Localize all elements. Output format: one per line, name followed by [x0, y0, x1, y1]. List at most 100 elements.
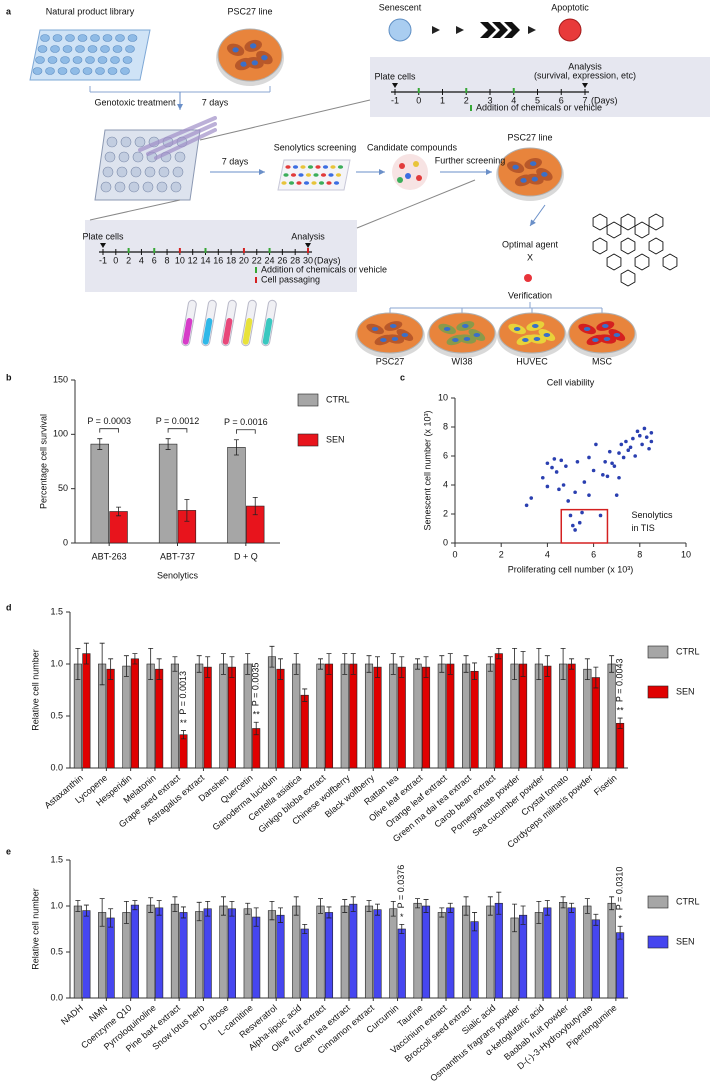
bar [616, 722, 625, 769]
well [134, 136, 146, 148]
error-bar [317, 658, 323, 670]
bar [292, 663, 301, 769]
bar [219, 905, 228, 999]
bar [195, 911, 204, 999]
compound-cloud [392, 154, 428, 190]
screen-dot [326, 181, 332, 185]
screen-dot [283, 173, 289, 177]
error-bar [390, 653, 396, 675]
point [614, 493, 619, 497]
error-bar [293, 653, 299, 675]
bar [203, 666, 212, 769]
error-bar [220, 896, 226, 916]
bar [300, 694, 309, 769]
bar [616, 932, 625, 999]
diagram-label: PSC27 line [227, 6, 272, 16]
point [568, 513, 573, 518]
significance: ** [253, 710, 261, 720]
bar [73, 905, 82, 999]
error-bar [326, 906, 332, 919]
timeline-tick-label: 18 [226, 255, 236, 265]
error-bar [205, 656, 211, 678]
bar [90, 443, 109, 544]
bar [349, 663, 358, 769]
nucleus [463, 337, 471, 341]
legend-label: CTRL [676, 896, 700, 906]
p-value: P = 0.0043 [614, 658, 624, 702]
legend-mark [255, 267, 257, 273]
point [594, 442, 598, 447]
nucleus [261, 55, 268, 61]
well [170, 181, 182, 193]
x-tick-label: ABT-737 [160, 551, 195, 561]
significance: * [400, 912, 404, 922]
error-bar [569, 658, 575, 670]
timeline-tick-label: -1 [391, 95, 399, 105]
p-value: P = 0.0016 [224, 417, 268, 427]
compound [416, 175, 422, 181]
legend-mark [255, 277, 257, 283]
timeline-start: Plate cells [374, 71, 416, 81]
well [142, 181, 154, 193]
molecule-ring [606, 253, 622, 271]
error-bar [617, 925, 623, 940]
well [116, 166, 128, 178]
point [564, 464, 568, 468]
screen-dot [281, 181, 287, 185]
bar [591, 677, 600, 769]
timeline-tick-label: -1 [99, 255, 107, 265]
timeline-box [370, 57, 710, 117]
bar [179, 734, 188, 769]
legend-swatch [647, 895, 669, 909]
x-tick-label: NADH [59, 1003, 85, 1027]
bar [155, 668, 164, 769]
point [582, 480, 587, 484]
cell-line-label: WI38 [451, 356, 472, 366]
point [612, 464, 617, 468]
timeline-legend: Cell passaging [261, 274, 320, 284]
significance: * [618, 914, 622, 924]
screen-dot [303, 181, 310, 185]
timeline-tick-label: 22 [252, 255, 262, 265]
molecule-ring [620, 269, 636, 287]
timeline-mark [307, 248, 309, 253]
error-bar [487, 656, 493, 672]
error-bar [366, 900, 372, 912]
bar [227, 447, 246, 544]
well [112, 45, 123, 53]
bar [413, 902, 422, 999]
x-tick-label: D + Q [234, 551, 258, 561]
point [557, 487, 561, 492]
well [120, 136, 132, 148]
timeline-tick-label: 26 [277, 255, 287, 265]
significance: ** [617, 705, 625, 715]
x-axis-label: Proliferating cell number (x 10³) [508, 564, 634, 574]
error-bar [366, 655, 372, 673]
point [591, 468, 596, 473]
bar [276, 668, 285, 769]
well [107, 67, 118, 75]
error-bar [472, 662, 478, 680]
nucleus [443, 327, 451, 331]
molecule-ring [634, 221, 650, 239]
y-tick-label: 1.0 [50, 658, 63, 668]
pipette [138, 116, 217, 152]
error-bar [123, 655, 129, 677]
diagram-label: Natural product library [46, 6, 135, 16]
diagram-label: PSC27 line [507, 132, 552, 142]
bar [155, 907, 164, 999]
chevron [480, 22, 496, 38]
point [540, 475, 545, 480]
screen-dot [337, 165, 344, 169]
well [128, 181, 140, 193]
point [545, 484, 550, 489]
error-bar [512, 648, 518, 680]
chevron [492, 22, 508, 38]
error-bar [184, 499, 190, 522]
point [610, 461, 614, 466]
bar [252, 916, 261, 999]
timeline-mark [204, 248, 207, 253]
well [62, 45, 73, 53]
